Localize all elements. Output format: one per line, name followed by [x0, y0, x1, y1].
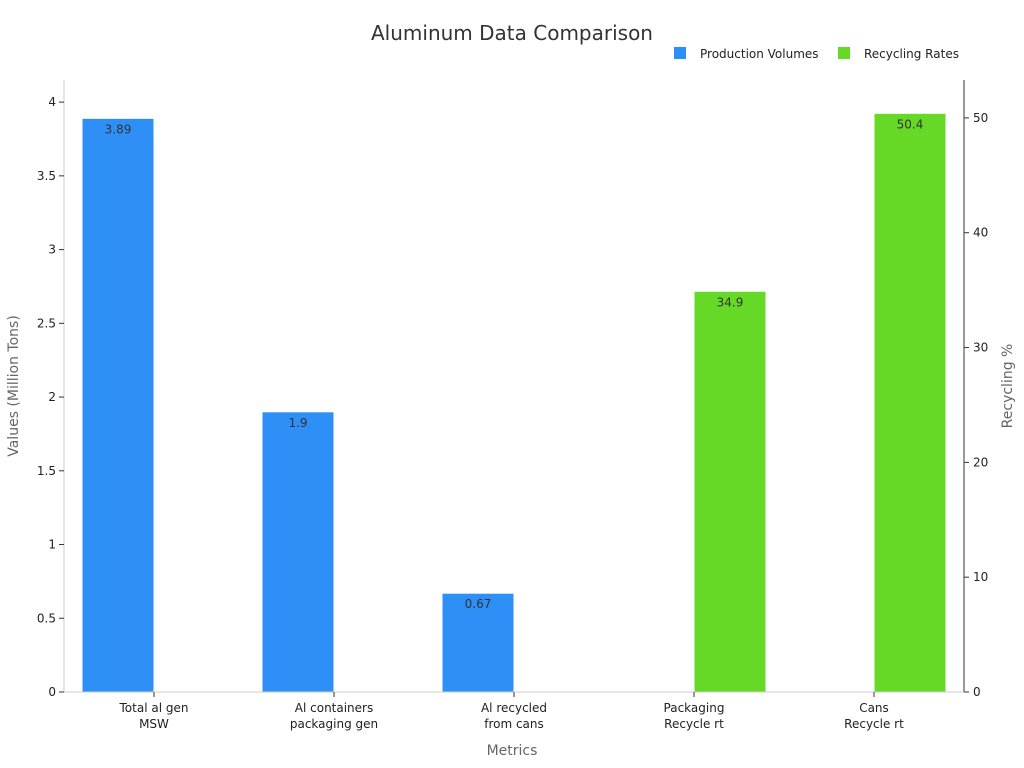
- data-label-recycling-3: 34.9: [717, 295, 744, 309]
- data-label-production-1: 1.9: [288, 416, 307, 430]
- x-axis-title: Metrics: [487, 743, 538, 759]
- x-tick-label-line: Recycle rt: [844, 717, 904, 731]
- y-tick-label-8: 4: [48, 95, 56, 109]
- y-axis-right-title: Recycling %: [1000, 344, 1016, 429]
- y2-tick-label-1: 10: [973, 570, 988, 584]
- x-tick-label-1: Al containers packaging gen: [290, 701, 378, 731]
- x-tick-label-4: Cans Recycle rt: [844, 701, 904, 731]
- bar-production-2: [441, 592, 515, 693]
- x-tick-label-line: packaging gen: [290, 717, 378, 731]
- data-label-production-2: 0.67: [465, 597, 492, 611]
- x-tick-label-line: Total al gen: [119, 701, 189, 715]
- bar-recycling-3: [693, 290, 767, 693]
- data-label-production-0: 3.89: [105, 122, 132, 136]
- x-tick-label-line: Packaging: [664, 701, 725, 715]
- legend: Production Volumes Recycling Rates: [674, 47, 959, 61]
- legend-label-1: Recycling Rates: [864, 47, 959, 61]
- y-axis-left-title: Values (Million Tons): [6, 315, 22, 457]
- y-tick-label-3: 1.5: [37, 464, 56, 478]
- y2-tick-label-0: 0: [973, 685, 981, 699]
- x-tick-label-line: Recycle rt: [664, 717, 724, 731]
- y-tick-label-1: 0.5: [37, 611, 56, 625]
- x-tick-label-line: Cans: [859, 701, 889, 715]
- x-tick-label-line: Al containers: [295, 701, 373, 715]
- x-tick-label-line: from cans: [484, 717, 544, 731]
- y-tick-label-0: 0: [48, 685, 56, 699]
- y2-tick-label-2: 20: [973, 455, 988, 469]
- x-tick-label-line: Al recycled: [481, 701, 547, 715]
- chart-title: Aluminum Data Comparison: [371, 21, 653, 45]
- legend-swatch-1: [838, 47, 850, 59]
- x-tick-label-3: Packaging Recycle rt: [664, 701, 725, 731]
- bars-group: [81, 112, 947, 693]
- data-label-recycling-4: 50.4: [897, 117, 924, 131]
- x-tick-label-2: Al recycled from cans: [481, 701, 547, 731]
- legend-label-0: Production Volumes: [700, 47, 819, 61]
- y-axis-left-ticks: 0 0.5 1 1.5 2 2.5 3 3.5 4: [37, 95, 64, 699]
- y-tick-label-7: 3.5: [37, 169, 56, 183]
- bar-recycling-4: [873, 112, 947, 693]
- y-tick-label-6: 3: [48, 243, 56, 257]
- x-tick-label-0: Total al gen MSW: [119, 701, 189, 731]
- x-tick-label-line: MSW: [139, 717, 169, 731]
- bar-production-1: [261, 411, 335, 693]
- y-tick-label-2: 1: [48, 538, 56, 552]
- y-tick-label-4: 2: [48, 390, 56, 404]
- y2-tick-label-5: 50: [973, 111, 988, 125]
- legend-swatch-0: [674, 47, 686, 59]
- y2-tick-label-4: 40: [973, 226, 988, 240]
- y-tick-label-5: 2.5: [37, 316, 56, 330]
- x-axis-ticks: Total al gen MSW Al containers packaging ge…: [119, 692, 904, 731]
- data-labels-group: 3.89 1.9 0.67 34.9 50.4: [105, 117, 924, 611]
- bar-production-0: [81, 117, 155, 693]
- y2-tick-label-3: 30: [973, 341, 988, 355]
- y-axis-right-ticks: 0 10 20 30 40 50: [964, 111, 988, 699]
